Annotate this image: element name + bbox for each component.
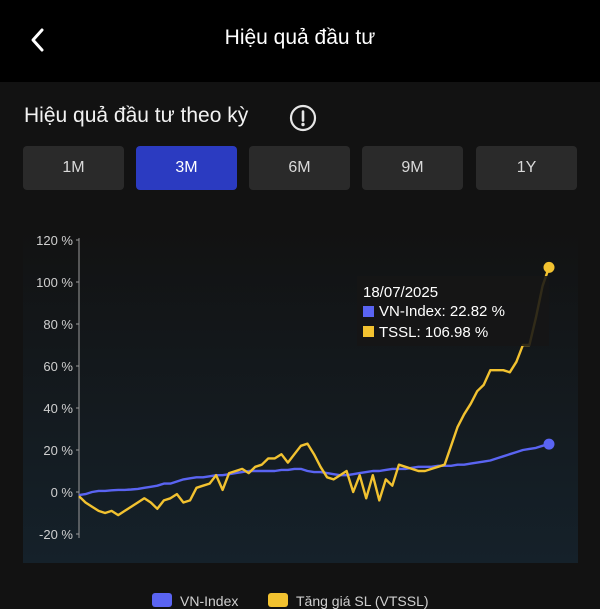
y-tick-label: 0 %: [51, 485, 74, 500]
series-endpoint-tssl: [543, 261, 555, 273]
legend-swatch-vnindex: [152, 593, 172, 607]
chart-legend: VN-Index Tăng giá SL (VTSSL): [0, 588, 600, 609]
series-line-tssl: [78, 266, 551, 517]
tooltip-box: [357, 276, 549, 346]
chart-tooltip: 18/07/2025 VN-Index: 22.82 % TSSL: 106.9…: [357, 276, 549, 346]
y-tick-label: 120 %: [36, 233, 73, 248]
y-tick-label: 60 %: [43, 359, 73, 374]
page-title: Hiệu quả đầu tư: [224, 26, 376, 49]
tooltip-tssl: TSSL: 106.98 %: [379, 324, 488, 341]
period-button-1m[interactable]: 1M: [23, 146, 124, 190]
period-button-3m[interactable]: 3M: [136, 146, 237, 190]
series-endpoint-vnindex: [543, 438, 555, 450]
y-tick-label: 40 %: [43, 401, 73, 416]
period-button-1y[interactable]: 1Y: [476, 146, 577, 190]
section-title: Hiệu quả đầu tư theo kỳ: [24, 104, 249, 127]
tooltip-swatch-tssl: [363, 326, 374, 337]
period-button-6m[interactable]: 6M: [249, 146, 350, 190]
legend-label-tssl: Tăng giá SL (VTSSL): [296, 593, 429, 609]
period-button-9m[interactable]: 9M: [362, 146, 463, 190]
tooltip-swatch-vnindex: [363, 306, 374, 317]
info-icon[interactable]: [289, 104, 317, 132]
y-axis: 120 % 100 % 80 % 60 % 40 % 20 % 0 % -20 %: [36, 233, 80, 542]
y-tick-label: -20 %: [39, 527, 73, 542]
chevron-left-icon[interactable]: [22, 24, 54, 56]
y-tick-label: 100 %: [36, 275, 73, 290]
legend-label-vnindex: VN-Index: [180, 593, 239, 609]
legend-swatch-tssl: [268, 593, 288, 607]
performance-chart[interactable]: 120 % 100 % 80 % 60 % 40 % 20 % 0 % -20 % 18/07…: [23, 228, 578, 563]
chart-lines: [78, 261, 555, 517]
tooltip-vnindex: VN-Index: 22.82 %: [379, 303, 505, 320]
series-line-vnindex: [78, 442, 550, 497]
y-tick-label: 20 %: [43, 443, 73, 458]
y-tick-label: 80 %: [43, 317, 73, 332]
tooltip-date: 18/07/2025: [363, 284, 438, 301]
header-bar: Hiệu quả đầu tư: [0, 0, 600, 82]
